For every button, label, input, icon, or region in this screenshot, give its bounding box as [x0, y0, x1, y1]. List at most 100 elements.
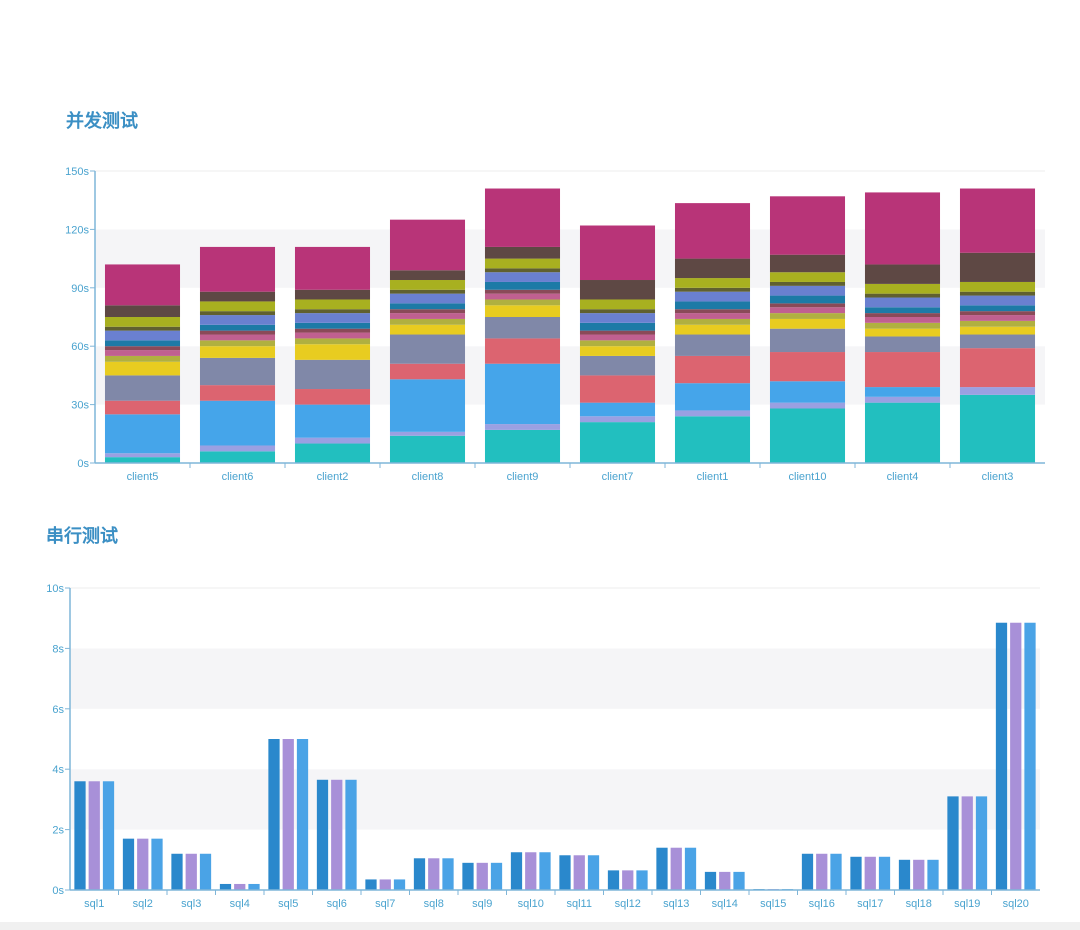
bar-segment-client5-s6	[104, 361, 181, 376]
bar-segment-client1-s8	[674, 313, 751, 319]
x-tick-label: sql18	[906, 898, 932, 910]
bar-sql10-run3	[539, 852, 551, 890]
bar-segment-client5-s8	[104, 350, 181, 356]
bar-segment-client10-s13	[769, 272, 846, 282]
bar-segment-client5-s14	[104, 305, 181, 317]
bar-sql2-run1	[122, 838, 135, 890]
chart-title-concurrent: 并发测试	[66, 111, 138, 132]
y-tick-label: 6s	[52, 704, 64, 716]
bar-sql4-run3	[248, 883, 260, 890]
y-tick-label: 10s	[46, 583, 64, 595]
bar-segment-client9-s2	[484, 424, 561, 430]
bar-segment-client2-s1	[294, 443, 371, 463]
bar-segment-client4-s12	[864, 293, 941, 298]
bar-sql18-run2	[913, 859, 925, 890]
bar-segment-client10-s12	[769, 281, 846, 286]
bar-segment-client5-s9	[104, 346, 181, 351]
bar-sql11-run2	[573, 855, 585, 890]
bar-segment-client7-s14	[579, 280, 656, 300]
bar-sql13-run2	[670, 847, 682, 890]
bar-segment-client4-s15	[864, 192, 941, 265]
bar-sql3-run1	[171, 853, 183, 890]
bar-segment-client10-s15	[769, 196, 846, 255]
bar-segment-client7-s3	[579, 402, 656, 417]
bar-segment-client8-s3	[389, 379, 466, 432]
bar-segment-client9-s7	[484, 299, 561, 306]
bar-segment-client6-s13	[199, 301, 276, 312]
bar-segment-client7-s7	[579, 340, 656, 347]
x-tick-label: sql13	[663, 898, 689, 910]
bar-segment-client3-s4	[959, 348, 1036, 388]
concurrent-test-chart: client5 client6 client2 client8 client9 clien…	[65, 166, 1045, 483]
bar-segment-client3-s9	[959, 311, 1036, 316]
bar-segment-client3-s8	[959, 315, 1036, 321]
bar-segment-client3-s13	[959, 281, 1036, 292]
y-tick-label: 0s	[52, 885, 64, 897]
bar-segment-client5-s5	[104, 375, 181, 401]
bar-segment-client10-s4	[769, 352, 846, 382]
bar-segment-client4-s7	[864, 322, 941, 329]
x-tick-label: sql19	[954, 898, 980, 910]
bar-sql1-run1	[74, 781, 86, 890]
x-tick-label: sql3	[181, 898, 201, 910]
bar-segment-client5-s1	[104, 457, 181, 463]
bar-segment-client8-s5	[389, 334, 466, 364]
x-tick-label: client4	[887, 471, 919, 483]
bar-segment-client9-s11	[484, 272, 561, 282]
bar-segment-client9-s6	[484, 305, 561, 317]
grid-band	[70, 769, 1040, 830]
bar-sql17-run3	[878, 856, 891, 890]
bar-segment-client6-s2	[199, 445, 276, 452]
bar-segment-client8-s9	[389, 309, 466, 314]
x-tick-label: sql8	[424, 898, 444, 910]
bar-segment-client10-s11	[769, 285, 846, 296]
x-tick-label: sql4	[230, 898, 250, 910]
bar-segment-client2-s8	[294, 332, 371, 339]
bar-segment-client1-s12	[674, 287, 751, 292]
bar-sql14-run2	[719, 871, 731, 890]
bar-segment-client10-s5	[769, 328, 846, 353]
bar-segment-client8-s15	[389, 219, 466, 271]
bar-segment-client7-s12	[579, 309, 656, 314]
bar-sql10-run2	[525, 852, 537, 890]
bar-segment-client1-s10	[674, 301, 751, 310]
bar-segment-client8-s2	[389, 431, 466, 436]
bar-segment-client5-s15	[104, 264, 181, 306]
bar-segment-client7-s9	[579, 330, 656, 335]
bar-segment-client2-s3	[294, 404, 371, 438]
bar-segment-client6-s12	[199, 311, 276, 316]
bar-segment-client10-s7	[769, 313, 846, 319]
bar-segment-client3-s2	[959, 387, 1036, 395]
bar-segment-client7-s4	[579, 375, 656, 403]
bar-segment-client8-s4	[389, 363, 466, 380]
bar-segment-client7-s8	[579, 334, 656, 341]
bar-segment-client6-s3	[199, 400, 276, 446]
bar-segment-client7-s6	[579, 346, 656, 356]
bar-segment-client3-s12	[959, 291, 1036, 296]
bar-segment-client6-s5	[199, 357, 276, 386]
bar-sql16-run3	[830, 853, 842, 890]
bar-sql2-run3	[151, 838, 163, 890]
bar-segment-client6-s4	[199, 385, 276, 401]
bar-segment-client2-s4	[294, 389, 371, 405]
grid-band	[70, 648, 1040, 709]
bar-sql4-run2	[234, 883, 246, 890]
x-tick-label: client2	[317, 471, 349, 483]
bar-segment-client9-s14	[484, 246, 561, 259]
x-tick-label: sql15	[760, 898, 786, 910]
bar-segment-client4-s10	[864, 307, 941, 314]
bar-sql9-run1	[462, 862, 474, 890]
bar-sql1-run2	[88, 781, 100, 890]
bar-segment-client4-s8	[864, 317, 941, 323]
bar-sql14-run3	[733, 871, 745, 890]
bar-segment-client2-s14	[294, 289, 371, 300]
bar-sql8-run1	[413, 858, 426, 890]
x-tick-label: client6	[222, 471, 254, 483]
bar-sql3-run2	[185, 853, 197, 890]
bar-segment-client4-s4	[864, 352, 941, 388]
bar-segment-client1-s1	[674, 416, 751, 463]
bar-sql7-run3	[393, 879, 406, 890]
bar-segment-client8-s6	[389, 324, 466, 335]
bar-sql10-run1	[510, 852, 523, 890]
